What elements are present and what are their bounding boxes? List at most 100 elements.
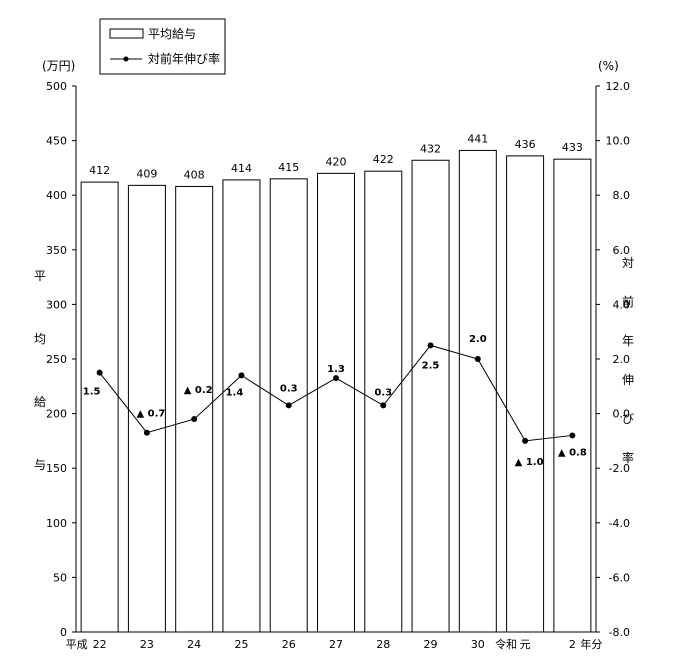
left-tick-label: 0 bbox=[60, 626, 67, 639]
growth-rate-label: 2.5 bbox=[422, 360, 440, 371]
right-axis-title: 対前年伸び率 bbox=[622, 256, 634, 465]
bar bbox=[458, 149, 497, 633]
bar bbox=[222, 179, 261, 633]
x-tick-label: 24 bbox=[187, 638, 201, 651]
line-series bbox=[96, 342, 576, 444]
right-tick-label: -2.0 bbox=[609, 462, 630, 475]
growth-rate-label: 1.4 bbox=[226, 387, 244, 398]
growth-rate-point bbox=[191, 416, 198, 423]
left-tick-label: 400 bbox=[46, 189, 67, 202]
growth-rate-label: ▲ 0.2 bbox=[184, 385, 213, 396]
bar-value-label: 414 bbox=[231, 162, 252, 175]
era-label-reiwa: 令和 bbox=[495, 637, 517, 651]
left-axis-title-char: 与 bbox=[34, 458, 46, 472]
x-tick-label: 30 bbox=[471, 638, 485, 651]
right-tick-label: 4.0 bbox=[613, 298, 631, 311]
bar-value-label: 432 bbox=[420, 142, 441, 155]
x-tick-label: 27 bbox=[329, 638, 343, 651]
left-axis-title-char: 均 bbox=[34, 332, 46, 346]
growth-rate-label: 1.5 bbox=[83, 387, 101, 398]
left-axis-title: 平均給与 bbox=[34, 269, 46, 472]
right-tick-label: 10.0 bbox=[606, 135, 631, 148]
growth-rate-point bbox=[522, 437, 529, 444]
x-tick-label: 26 bbox=[282, 638, 296, 651]
bar bbox=[364, 170, 403, 633]
bar-value-label: 415 bbox=[278, 161, 299, 174]
left-tick-label: 200 bbox=[46, 408, 67, 421]
growth-rate-point bbox=[427, 342, 434, 349]
right-tick-label: 12.0 bbox=[606, 80, 631, 93]
left-axis-title-char: 給 bbox=[34, 395, 46, 409]
bar-label-group: 412 409 408 414 415 420 422 432 441 436 433 bbox=[89, 132, 583, 181]
growth-rate-label: 2.0 bbox=[469, 334, 487, 345]
legend-line-label: 対前年伸び率 bbox=[148, 51, 220, 66]
x-tick-label: 2 bbox=[569, 638, 576, 651]
growth-rate-label: ▲ 0.8 bbox=[558, 447, 587, 458]
left-tick-label: 300 bbox=[46, 298, 67, 311]
left-tick-label: 500 bbox=[46, 80, 67, 93]
right-tick-group: -8.0 -6.0 -4.0 -2.0 0.0 2.0 4.0 6.0 8.0 10.0 12.0 bbox=[596, 80, 630, 639]
left-tick-label: 150 bbox=[46, 462, 67, 475]
right-tick-label: -6.0 bbox=[609, 571, 630, 584]
bar bbox=[317, 172, 355, 633]
bar bbox=[175, 185, 214, 633]
growth-rate-label: 1.3 bbox=[327, 364, 345, 375]
right-axis-title-char: び bbox=[622, 412, 634, 426]
left-tick-label: 100 bbox=[46, 517, 67, 530]
bar bbox=[506, 155, 545, 633]
era-label-heisei: 平成 bbox=[66, 638, 88, 651]
growth-rate-label: 0.3 bbox=[374, 387, 392, 398]
right-tick-label: 0.0 bbox=[613, 408, 631, 421]
left-axis-title-char: 平 bbox=[34, 269, 46, 283]
right-tick-label: 6.0 bbox=[613, 244, 631, 257]
bar-value-label: 433 bbox=[562, 141, 583, 154]
x-tick-label: 29 bbox=[424, 638, 438, 651]
left-tick-group: 0 50 100 150 200 250 300 350 400 450 500 bbox=[46, 80, 76, 639]
growth-rate-point bbox=[285, 402, 292, 409]
right-unit: (%) bbox=[598, 59, 619, 73]
x-label-group: 22 23 24 25 26 27 28 29 30 元 2 平成 令和 年分 bbox=[66, 637, 603, 651]
right-axis-title-char: 伸 bbox=[622, 373, 634, 387]
growth-rate-point bbox=[474, 356, 481, 362]
x-tick-label: 28 bbox=[376, 638, 390, 651]
legend-line-marker bbox=[123, 56, 129, 62]
growth-rate-point bbox=[333, 375, 339, 382]
bar bbox=[411, 159, 450, 633]
bar-value-label: 436 bbox=[515, 138, 536, 151]
bar bbox=[80, 181, 119, 633]
legend-box bbox=[99, 18, 226, 75]
growth-rate-label: ▲ 0.7 bbox=[136, 409, 165, 420]
bar-value-label: 441 bbox=[467, 132, 488, 145]
bar-value-label: 420 bbox=[326, 155, 347, 168]
legend: 平均給与 対前年伸び率 bbox=[99, 18, 226, 75]
x-unit-label: 年分 bbox=[580, 637, 602, 651]
growth-rate-point bbox=[143, 429, 150, 436]
right-tick-label: -8.0 bbox=[609, 626, 630, 639]
right-axis-title-char: 率 bbox=[622, 450, 634, 465]
growth-rate-label: ▲ 1.0 bbox=[515, 457, 544, 468]
x-tick-label: 22 bbox=[93, 638, 107, 651]
bar-value-label: 422 bbox=[373, 153, 394, 166]
line-label-group: 1.5 ▲ 0.7 ▲ 0.2 1.4 0.3 1.3 0.3 2.5 2.0 ▲ 1.0 ▲ 0.… bbox=[83, 334, 587, 468]
right-axis-title-char: 対 bbox=[622, 256, 634, 270]
left-tick-label: 350 bbox=[46, 244, 67, 257]
left-tick-label: 250 bbox=[46, 353, 67, 366]
growth-rate-point bbox=[380, 402, 387, 409]
growth-rate-point bbox=[569, 432, 576, 439]
bar-value-label: 412 bbox=[89, 164, 110, 177]
right-tick-label: -4.0 bbox=[609, 517, 630, 530]
x-tick-label: 元 bbox=[520, 638, 531, 651]
right-axis-title-char: 年 bbox=[622, 334, 634, 348]
growth-rate-point bbox=[238, 372, 245, 379]
growth-rate-point bbox=[96, 369, 103, 376]
legend-bar-label: 平均給与 bbox=[148, 27, 196, 41]
legend-bar-swatch bbox=[109, 28, 144, 39]
bar-value-label: 408 bbox=[184, 168, 205, 181]
bar-value-label: 409 bbox=[136, 167, 157, 180]
x-tick-label: 25 bbox=[234, 638, 248, 651]
right-tick-label: 8.0 bbox=[613, 189, 631, 202]
growth-rate-label: 0.3 bbox=[280, 383, 298, 394]
left-tick-label: 50 bbox=[53, 571, 67, 584]
x-tick-label: 23 bbox=[140, 638, 154, 651]
